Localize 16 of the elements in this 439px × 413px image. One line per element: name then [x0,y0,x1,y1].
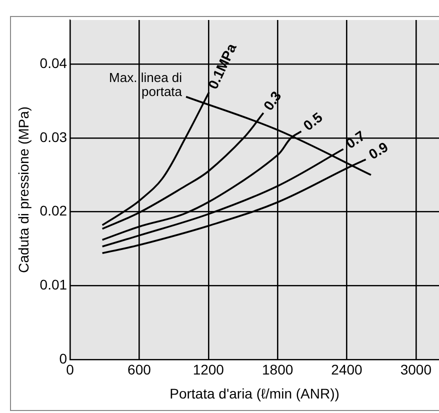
y-tick-label: 0 [59,350,68,366]
text: 0.3 [260,88,284,114]
x-tick-label: 2400 [331,362,363,378]
y-tick-label: 0.01 [40,276,68,292]
y-axis-title: Caduta di pressione (MPa) [15,106,32,273]
text: 0.9 [366,138,391,162]
x-tick-label: 600 [128,362,152,378]
y-tick-label: 0.03 [40,128,68,145]
x-tick-label: 3000 [400,362,432,378]
x-axis-title: Portata d'aria (ℓ/min (ANR)) [170,385,340,402]
text: 0.5 [300,108,326,134]
y-tick-label: 0.04 [40,55,68,72]
y-tick-label: 0.02 [40,202,68,219]
x-tick-label: 1200 [192,362,224,378]
x-tick-label: 1800 [262,362,294,378]
annotation: Max. linea di portata [109,70,182,99]
